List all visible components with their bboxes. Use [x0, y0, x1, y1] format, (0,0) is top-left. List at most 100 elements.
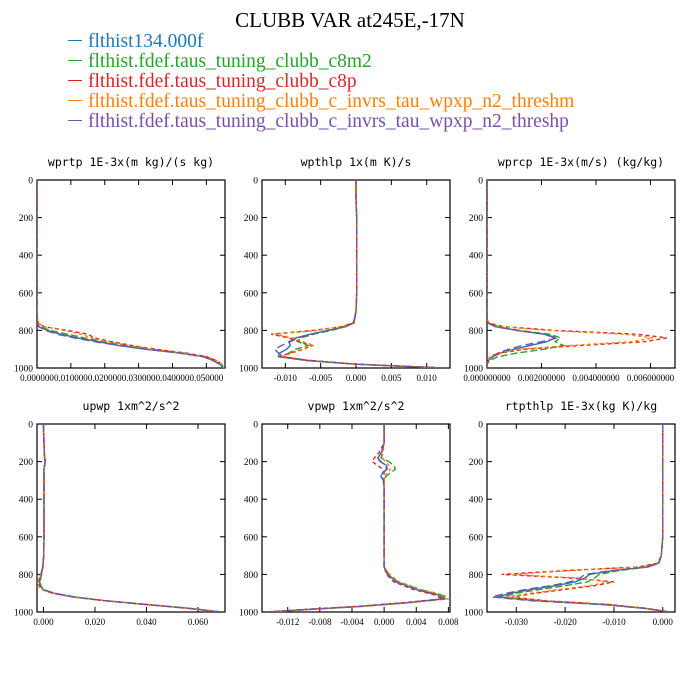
legend-item: flthist.fdef.taus_tuning_clubb_c_invrs_t… [68, 112, 574, 132]
y-tick-label: 400 [469, 252, 484, 262]
legend-label: flthist.fdef.taus_tuning_clubb_c_invrs_t… [88, 91, 575, 112]
plot-frame [261, 423, 451, 613]
y-tick-label: 800 [19, 571, 34, 581]
legend-label: flthist.fdef.taus_tuning_clubb_c8m2 [88, 51, 372, 72]
series-line [37, 424, 220, 612]
y-tick-label: 200 [469, 214, 484, 224]
panel-title: wprcp 1E-3x(m/s) (kg/kg) [498, 155, 664, 169]
y-tick-label: 800 [19, 327, 34, 337]
x-tick-label: -0.010 [274, 373, 298, 383]
series-line [277, 180, 445, 368]
series-line [265, 424, 445, 612]
x-tick-label: -0.012 [276, 617, 299, 627]
legend-item: flthist134.000f [68, 32, 574, 52]
y-tick-label: 1000 [464, 365, 483, 375]
y-tick-label: 600 [244, 533, 259, 543]
series-line [38, 424, 222, 612]
x-tick-label: 0.008 [438, 617, 459, 627]
y-tick-label: 600 [19, 533, 34, 543]
y-tick-label: 0 [28, 177, 33, 187]
y-tick-label: 1000 [14, 365, 33, 375]
legend-label: flthist.fdef.taus_tuning_clubb_c_invrs_t… [88, 111, 569, 132]
y-tick-label: 0 [478, 421, 483, 431]
x-tick-label: 0.020 [85, 617, 106, 627]
series-line [487, 180, 667, 368]
y-tick-label: 0 [478, 177, 483, 187]
panel: wprcp 1E-3x(m/s) (kg/kg) 0 200 400 600 800 100… [463, 155, 676, 383]
y-tick-label: 600 [19, 289, 34, 299]
series-line [37, 180, 225, 368]
series-line [506, 424, 671, 612]
series-line [266, 424, 446, 612]
x-tick-label: 0.004 [406, 617, 427, 627]
panel-title: vpwp 1xm^2/s^2 [308, 399, 405, 413]
series-line [501, 424, 671, 612]
y-tick-label: 800 [469, 571, 484, 581]
y-tick-label: 600 [469, 289, 484, 299]
y-tick-label: 0 [253, 421, 258, 431]
legend-swatch [68, 40, 82, 42]
y-tick-label: 1000 [239, 365, 258, 375]
y-tick-label: 600 [244, 289, 259, 299]
legend: flthist134.000f flthist.fdef.taus_tuning_… [68, 32, 574, 132]
legend-swatch [68, 60, 82, 62]
series-line [487, 180, 557, 368]
x-tick-label: 0.010000 [54, 373, 88, 383]
panel-title: upwp 1xm^2/s^2 [83, 399, 180, 413]
x-tick-label: 0.050000 [189, 373, 223, 383]
y-tick-label: 200 [19, 458, 34, 468]
x-tick-label: 0.004000000 [572, 373, 620, 383]
y-tick-label: 200 [19, 214, 34, 224]
y-tick-label: 800 [244, 571, 259, 581]
series-line [487, 180, 654, 368]
panel-title: rtpthlp 1E-3x(kg K)/kg [505, 399, 657, 413]
y-tick-label: 400 [19, 252, 34, 262]
x-tick-label: 0.020000 [88, 373, 122, 383]
y-tick-label: 1000 [464, 609, 483, 619]
y-tick-label: 800 [244, 327, 259, 337]
plot-frame [486, 423, 676, 613]
series-line [491, 424, 671, 612]
series-line [269, 424, 450, 612]
legend-item: flthist.fdef.taus_tuning_clubb_c8p [68, 72, 574, 92]
series-line [39, 424, 222, 612]
y-tick-label: 800 [469, 327, 484, 337]
series-line [487, 180, 558, 368]
y-tick-label: 200 [244, 458, 259, 468]
panel: wpthlp 1x(m K)/s 0 200 400 600 800 1000 -0.010 -… [239, 155, 451, 383]
legend-label: flthist.fdef.taus_tuning_clubb_c8p [88, 71, 357, 92]
plot-frame [36, 179, 226, 369]
x-tick-label: 0.010 [417, 373, 438, 383]
x-tick-label: -0.008 [308, 617, 332, 627]
series-line [37, 180, 224, 368]
legend-item: flthist.fdef.taus_tuning_clubb_c8m2 [68, 52, 574, 72]
x-tick-label: 0.005 [381, 373, 402, 383]
panel: vpwp 1xm^2/s^2 0 200 400 600 800 1000 -0.012 -0.… [239, 399, 459, 627]
x-tick-label: 0.030000 [122, 373, 156, 383]
y-tick-label: 1000 [14, 609, 33, 619]
series-line [279, 180, 445, 368]
x-tick-label: 0.000 [346, 373, 367, 383]
x-tick-label: 0.040000 [156, 373, 190, 383]
y-tick-label: 200 [469, 458, 484, 468]
x-tick-label: -0.004 [340, 617, 364, 627]
panel-title: wprtp 1E-3x(m kg)/(s kg) [48, 155, 214, 169]
panel: rtpthlp 1E-3x(kg K)/kg 0 200 400 600 800 1000 -… [464, 399, 676, 627]
y-tick-label: 400 [244, 252, 259, 262]
y-tick-label: 1000 [239, 609, 258, 619]
y-tick-label: 400 [244, 496, 259, 506]
x-tick-label: 0.002000000 [518, 373, 566, 383]
series-line [271, 180, 445, 368]
plot-frame [486, 179, 676, 369]
series-line [267, 424, 447, 612]
x-tick-label: -0.010 [602, 617, 626, 627]
series-line [37, 424, 220, 612]
x-tick-label: -0.030 [505, 617, 529, 627]
panel: wprtp 1E-3x(m kg)/(s kg) 0 200 400 600 800 100… [14, 155, 226, 383]
y-tick-label: 400 [469, 496, 484, 506]
legend-swatch [68, 100, 82, 102]
series-line [501, 424, 671, 612]
series-line [37, 180, 225, 368]
x-tick-label: 0.000 [374, 617, 395, 627]
series-line [496, 424, 671, 612]
